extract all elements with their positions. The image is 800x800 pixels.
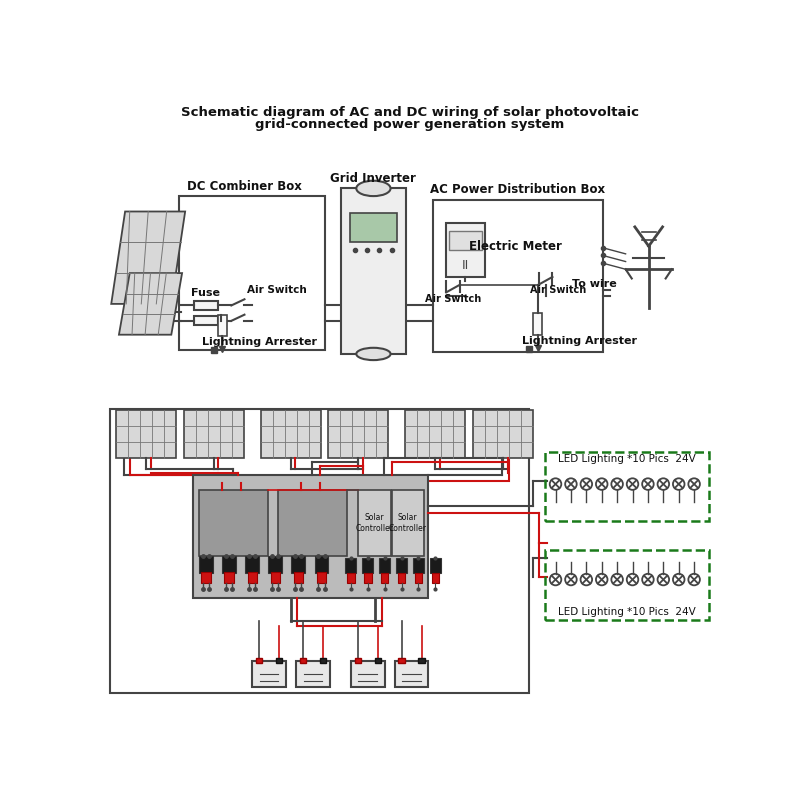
Bar	[179, 196, 326, 350]
Text: Lightning Arrester: Lightning Arrester	[202, 338, 318, 347]
Text: DC Combiner Box: DC Combiner Box	[187, 179, 302, 193]
Bar	[110, 410, 530, 693]
Text: Lightning Arrester: Lightning Arrester	[522, 336, 637, 346]
Bar	[379, 558, 390, 574]
Bar	[202, 572, 210, 582]
Bar	[218, 314, 226, 336]
Bar	[193, 475, 428, 598]
Text: Schematic diagram of AC and DC wiring of solar photovoltaic: Schematic diagram of AC and DC wiring of…	[181, 106, 639, 119]
Bar	[268, 557, 282, 574]
Bar	[294, 572, 303, 582]
Bar	[413, 558, 424, 574]
Bar	[317, 572, 326, 582]
Bar	[194, 301, 218, 310]
Bar	[381, 573, 389, 582]
Bar	[314, 557, 328, 574]
Bar	[431, 573, 439, 582]
Bar	[346, 558, 356, 574]
Bar	[545, 452, 709, 521]
Text: LED Lighting *10 Pics  24V: LED Lighting *10 Pics 24V	[558, 607, 696, 617]
Text: Grid Inverter: Grid Inverter	[330, 172, 416, 185]
Bar	[116, 410, 176, 458]
Text: Air Switch: Air Switch	[530, 285, 586, 295]
Bar	[199, 490, 268, 556]
Bar	[394, 661, 429, 687]
Ellipse shape	[356, 348, 390, 360]
Bar	[350, 661, 385, 687]
Text: Air Switch: Air Switch	[425, 294, 482, 303]
Bar	[247, 572, 257, 582]
Polygon shape	[119, 273, 182, 334]
Bar	[291, 557, 306, 574]
Bar	[473, 410, 534, 458]
Bar	[398, 573, 406, 582]
Bar	[276, 658, 282, 662]
Bar	[406, 410, 466, 458]
Bar	[261, 410, 321, 458]
Bar	[256, 658, 262, 662]
Bar	[328, 410, 389, 458]
Text: Electric Meter: Electric Meter	[469, 240, 562, 253]
Bar	[446, 223, 485, 277]
Bar	[418, 658, 425, 662]
Bar	[320, 658, 326, 662]
Polygon shape	[111, 211, 185, 304]
Bar	[364, 573, 371, 582]
Bar	[194, 316, 218, 326]
Bar	[296, 661, 330, 687]
Bar	[341, 188, 406, 354]
Text: Fuse: Fuse	[191, 288, 221, 298]
Bar	[398, 658, 405, 662]
Bar	[396, 558, 407, 574]
Bar	[222, 557, 236, 574]
Bar	[433, 200, 602, 352]
Bar	[199, 557, 213, 574]
Text: II: II	[462, 259, 469, 272]
Text: grid-connected power generation system: grid-connected power generation system	[255, 118, 565, 131]
Bar	[354, 658, 361, 662]
Text: To wire: To wire	[573, 279, 617, 289]
Text: AC Power Distribution Box: AC Power Distribution Box	[430, 183, 606, 197]
Bar	[534, 313, 542, 334]
Bar	[252, 661, 286, 687]
Bar	[414, 573, 422, 582]
Bar	[450, 230, 482, 250]
Bar	[362, 558, 373, 574]
Bar	[184, 410, 244, 458]
Text: LED Lighting *10 Pics  24V: LED Lighting *10 Pics 24V	[558, 454, 696, 465]
Bar	[430, 558, 441, 574]
Bar	[300, 658, 306, 662]
Bar	[278, 490, 347, 556]
Bar	[225, 572, 234, 582]
Bar	[347, 573, 354, 582]
Bar	[374, 658, 381, 662]
Bar	[391, 490, 424, 556]
Text: Solar
Controller: Solar Controller	[389, 514, 426, 533]
Bar	[350, 213, 397, 242]
Bar	[545, 550, 709, 619]
Bar	[246, 557, 259, 574]
Text: Air Switch: Air Switch	[246, 285, 306, 295]
Bar	[358, 490, 390, 556]
Ellipse shape	[356, 181, 390, 196]
Text: Solar
Controller: Solar Controller	[355, 514, 394, 533]
Bar	[270, 572, 280, 582]
